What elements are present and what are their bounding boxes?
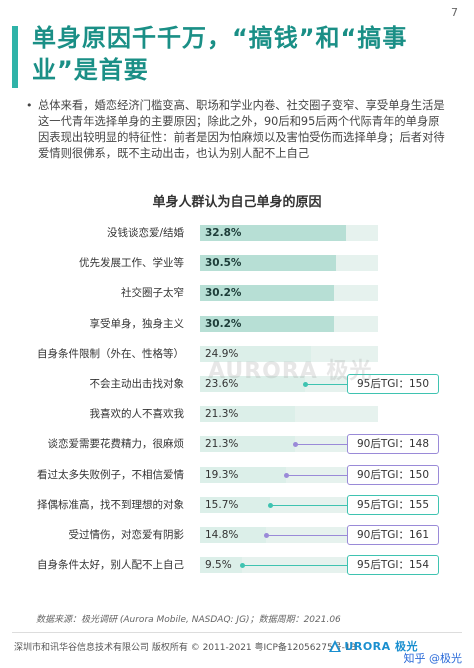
bar [200, 376, 306, 392]
value-label: 32.8% [205, 227, 242, 239]
category-label: 择偶标准高，找不到理想的对象 [37, 498, 184, 511]
tgi-connector-line [267, 502, 347, 508]
chart-row: 优先发展工作、学业等 30.5% [0, 252, 474, 274]
tgi-connector-line [263, 533, 347, 538]
value-label: 30.5% [205, 257, 242, 270]
category-label: 没钱谈恋爱/结婚 [106, 227, 184, 239]
tgi-connector-dot [303, 382, 309, 387]
bar [200, 225, 346, 241]
category-label: 受过情伤，对恋爱有阴影 [68, 529, 185, 541]
copyright-text: 深圳市和讯华谷信息技术有限公司 版权所有 © 2011-2021 粤ICP备12… [14, 643, 357, 653]
chart-row: 社交圈子太窄 30.2% [0, 282, 474, 304]
footer: 深圳市和讯华谷信息技术有限公司 版权所有 © 2011-2021 粤ICP备12… [0, 632, 474, 668]
data-source: 数据来源：极光调研 (Aurora Mobile, NASDAQ: JG)；数据… [36, 615, 341, 625]
bar [200, 436, 295, 453]
zhihu-watermark: 知乎 @极光 [403, 652, 463, 665]
chart-row: 没钱谈恋爱/结婚 32.8% [0, 222, 474, 244]
bar [200, 557, 243, 574]
value-label: 19.3% [205, 468, 239, 481]
tgi-connector-line [292, 442, 347, 448]
category-label: 不会主动出击找对象 [89, 378, 185, 390]
chart-row: 享受单身，独身主义 30.2% [0, 313, 474, 335]
category-label: 看过太多失败例子，不相信爱情 [37, 468, 184, 481]
category-label: 我喜欢的人不喜欢我 [89, 408, 185, 421]
tgi-connector-dot [267, 502, 273, 508]
bar [200, 466, 286, 483]
chart-row: 谈恋爱需要花费精力，很麻烦 21.3% [0, 433, 474, 455]
tgi-connector-dot [263, 533, 269, 538]
tgi-connector-line [283, 472, 347, 478]
footer-divider [12, 632, 462, 633]
bar [200, 255, 336, 272]
page-number: 7 [451, 6, 458, 19]
value-label: 15.7% [205, 498, 239, 511]
title-accent-bar [12, 26, 18, 88]
title-block: 单身原因千千万，“搞钱”和“搞事业”是首要 [12, 22, 460, 88]
category-label: 自身条件限制（外在、性格等） [37, 347, 184, 360]
value-label: 30.2% [205, 287, 242, 300]
value-label: 14.8% [205, 529, 239, 541]
tgi-connector-line [240, 563, 347, 569]
chart-row: 自身条件限制（外在、性格等） 24.9% [0, 343, 474, 365]
bar [200, 496, 270, 513]
watermark: AURORA 极光 [208, 359, 373, 384]
aurora-logo: URORA 极光 [328, 638, 418, 654]
tgi-callout: 95后TGI：154 [347, 555, 439, 576]
chart-row: 我喜欢的人不喜欢我 21.3% [0, 403, 474, 425]
chart-row: 自身条件太好，别人配不上自己 9.5% [0, 554, 474, 576]
bar [200, 527, 266, 543]
value-label: 30.2% [205, 317, 242, 330]
category-label: 享受单身，独身主义 [89, 317, 185, 330]
tgi-callout: 95后TGI：150 [347, 374, 439, 394]
aurora-logo-text: URORA 极光 [344, 640, 418, 653]
category-label: 自身条件太好，别人配不上自己 [37, 559, 184, 572]
summary-text: 总体来看，婚恋经济门槛变高、职场和学业内卷、社交圈子变窄、享受单身生活是这一代青… [38, 99, 445, 160]
value-label: 24.9% [205, 347, 239, 360]
value-label: 21.3% [205, 408, 239, 421]
chart-row: 看过太多失败例子，不相信爱情 19.3% [0, 464, 474, 486]
value-label: 9.5% [205, 559, 232, 572]
value-label: 21.3% [205, 438, 239, 451]
category-label: 谈恋爱需要花费精力，很麻烦 [47, 438, 185, 451]
tgi-connector-dot [240, 563, 246, 569]
tgi-callout: 90后TGI：161 [347, 525, 439, 545]
bar [200, 285, 335, 302]
category-label: 社交圈子太窄 [121, 287, 184, 300]
page-title: 单身原因千千万，“搞钱”和“搞事业”是首要 [32, 24, 408, 84]
tgi-callout: 95后TGI：155 [347, 494, 439, 515]
bar [200, 345, 311, 362]
tgi-connector-dot [283, 472, 289, 478]
tgi-callout: 90后TGI：150 [347, 464, 439, 485]
bullet-icon: • [26, 99, 33, 112]
bar [200, 406, 295, 423]
bar-chart: 没钱谈恋爱/结婚 32.8% 优先发展工作、学业等 30.5% 社交圈子太窄 30.2% 享… [0, 222, 474, 597]
aurora-logo-icon [329, 640, 342, 652]
category-label: 优先发展工作、学业等 [79, 257, 184, 270]
tgi-connector-line [303, 382, 347, 387]
tgi-connector-dot [292, 442, 298, 448]
chart-row: 不会主动出击找对象 23.6% [0, 373, 474, 395]
value-label: 23.6% [205, 378, 239, 390]
summary-paragraph: • 总体来看，婚恋经济门槛变高、职场和学业内卷、社交圈子变窄、享受单身生活是这一… [26, 98, 446, 162]
chart-title: 单身人群认为自己单身的原因 [152, 195, 322, 210]
tgi-callout: 90后TGI：148 [347, 434, 439, 455]
bar [200, 315, 335, 332]
